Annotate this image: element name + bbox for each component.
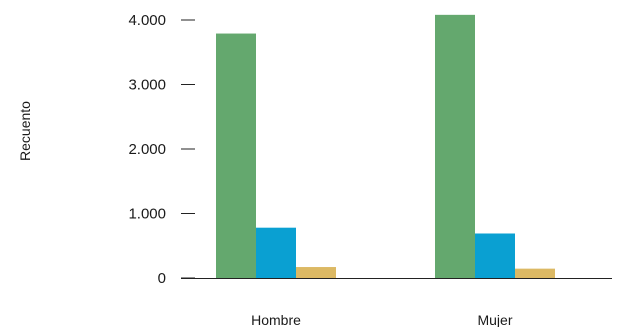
bars: [216, 14, 555, 279]
bar-mujer-series-3: [515, 268, 555, 278]
bar-hombre-series-1: [216, 33, 256, 278]
bar-hombre-series-3: [296, 267, 336, 278]
category-label-mujer: Mujer: [477, 312, 512, 327]
y-tick-label-1: 1.000: [128, 206, 166, 223]
y-tick-label-3: 3.000: [128, 77, 166, 94]
y-axis-title: Recuento: [17, 101, 33, 161]
x-axis: Hombre Mujer: [181, 278, 612, 327]
category-label-hombre: Hombre: [251, 312, 301, 327]
bar-mujer-series-1: [435, 14, 475, 279]
bar-mujer-series-2: [475, 233, 515, 278]
bar-hombre-series-2: [256, 227, 296, 278]
y-tick-label-2: 2.000: [128, 141, 166, 158]
y-tick-label-0: 0: [158, 270, 166, 287]
y-axis: 0 1.000 2.000 3.000 4.000: [128, 12, 195, 287]
y-tick-label-4: 4.000: [128, 12, 166, 29]
